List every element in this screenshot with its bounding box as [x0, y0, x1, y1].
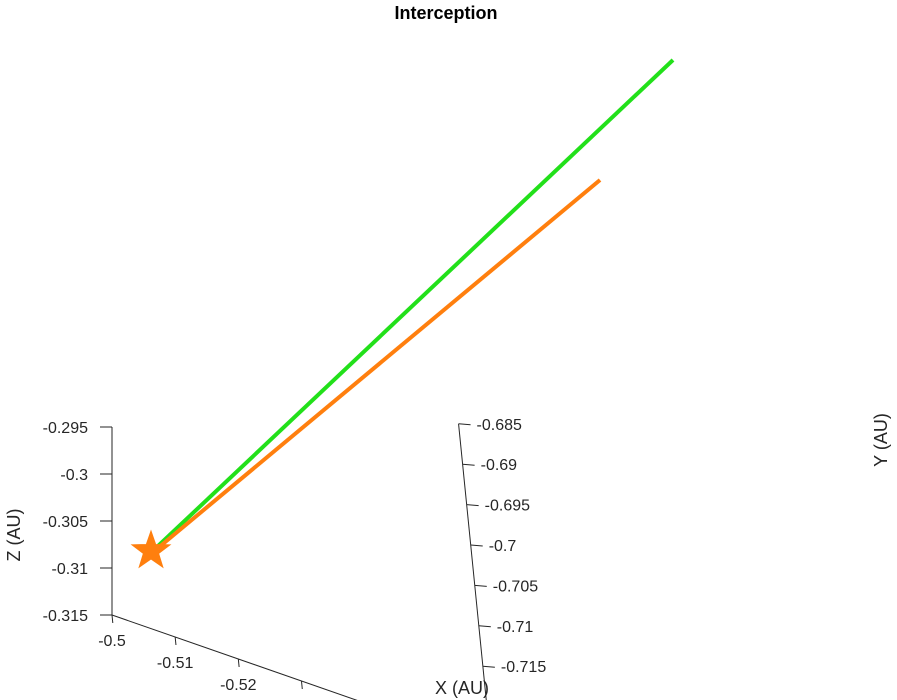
x-tick: [174, 636, 177, 646]
y-tick-label: -0.71: [497, 619, 534, 636]
y-tick-label: -0.69: [481, 457, 518, 474]
z-tick-label: -0.315: [43, 608, 88, 625]
y-tick-label: -0.685: [477, 417, 522, 434]
x-tick: [300, 680, 303, 690]
y-tick: [470, 544, 483, 547]
y-tick-label: -0.715: [501, 659, 546, 676]
series-line-2: [156, 178, 602, 550]
series-layer: [156, 58, 675, 550]
x-axis-label: X (AU): [435, 678, 489, 698]
x-tick-label: -0.52: [220, 677, 257, 694]
z-tick-label: -0.305: [43, 514, 88, 531]
marker-layer: [130, 529, 172, 569]
x-tick: [111, 614, 114, 624]
x-tick: [237, 658, 240, 668]
y-tick: [482, 665, 495, 668]
z-tick-label: -0.295: [43, 420, 88, 437]
y-tick: [462, 463, 475, 466]
y-tick: [466, 504, 479, 507]
y-axis-label: Y (AU): [871, 413, 891, 467]
y-tick-label: -0.705: [493, 578, 538, 595]
interception-star-marker: [130, 529, 172, 569]
y-tick-label: -0.695: [485, 498, 530, 515]
x-tick-label: -0.51: [157, 655, 194, 672]
y-tick-label: -0.7: [489, 538, 517, 555]
y-tick: [458, 423, 471, 426]
y-tick: [474, 584, 487, 587]
x-tick-label: -0.5: [98, 633, 126, 650]
y-tick: [478, 625, 491, 628]
z-axis-label: Z (AU): [4, 509, 24, 562]
chart-title: Interception: [394, 3, 497, 23]
series-line-1: [156, 58, 675, 548]
axes: -0.5-0.51-0.52-0.53-0.54-0.55-0.56-0.685…: [43, 417, 546, 700]
z-tick-label: -0.3: [60, 467, 88, 484]
z-tick-label: -0.31: [52, 561, 89, 578]
